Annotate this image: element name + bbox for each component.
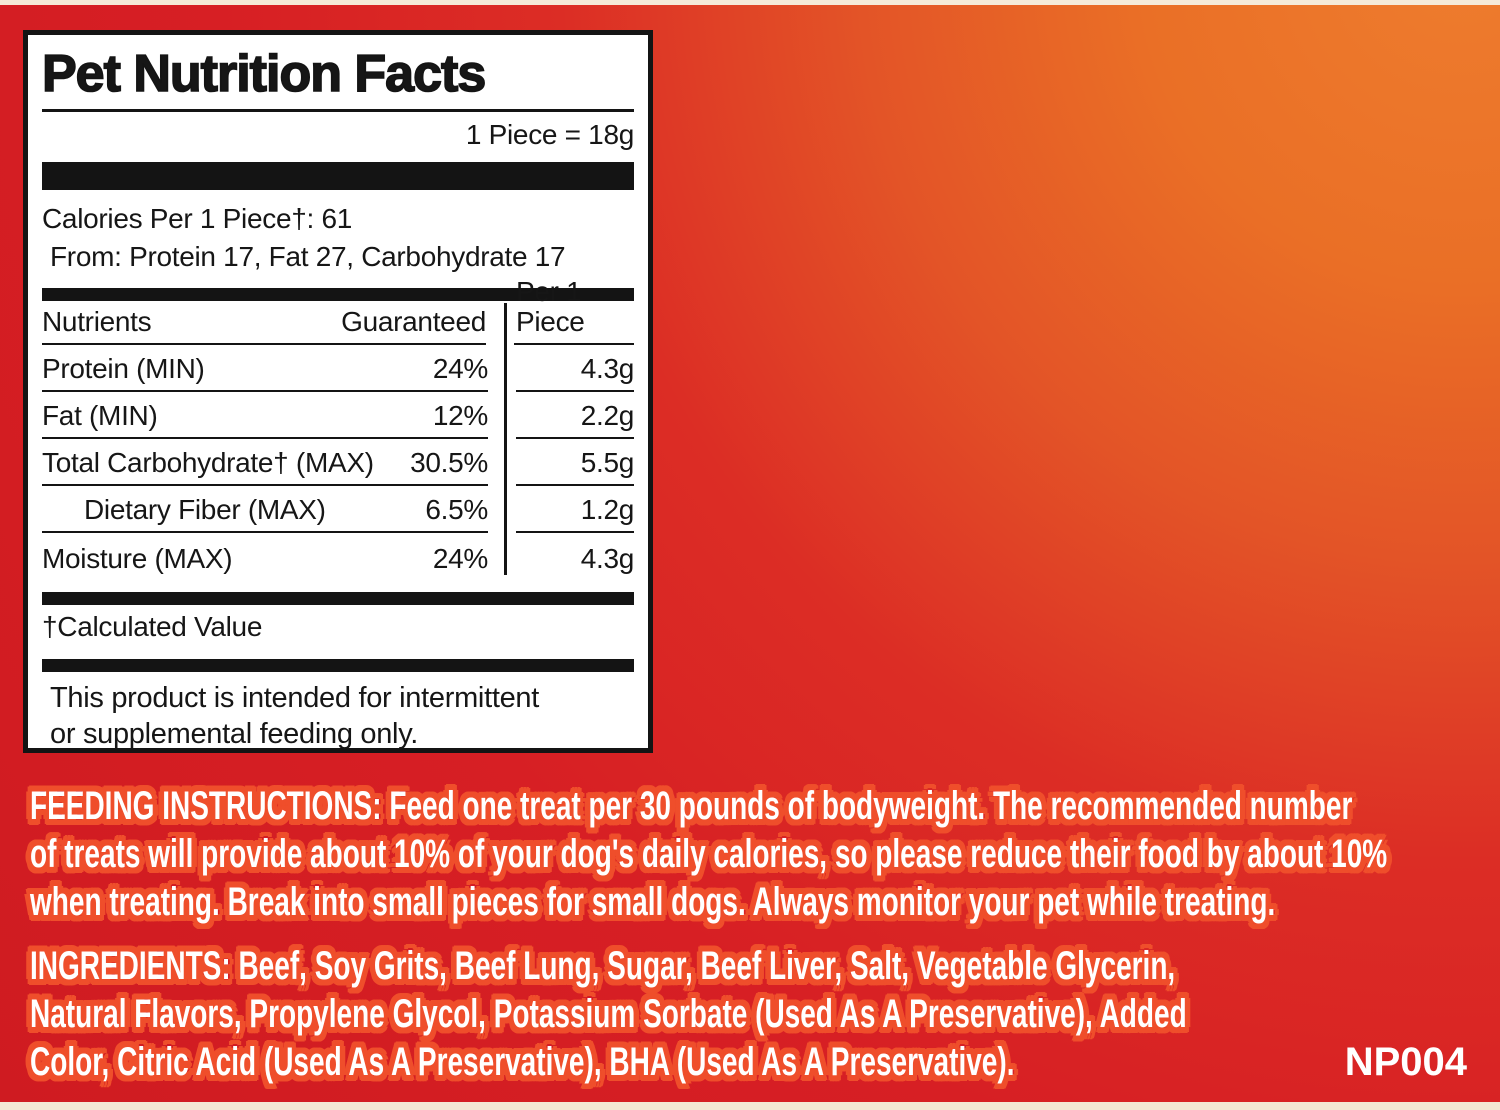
table-row: Fat (MIN) 12% 2.2g — [42, 392, 634, 439]
divider-bar-thick — [42, 162, 634, 190]
table-header-row: Nutrients Guaranteed Per 1 Piece — [42, 277, 634, 345]
feeding-line: of treats will provide about 10% of your… — [30, 832, 1388, 876]
table-row: Moisture (MAX) 24% 4.3g — [42, 533, 634, 580]
nutrient-name: Protein (MIN) — [42, 353, 205, 384]
nutrient-per-piece: 5.5g — [516, 448, 634, 486]
header-guaranteed: Guaranteed — [341, 306, 486, 337]
ingredients-line: INGREDIENTS: Beef, Soy Grits, Beef Lung,… — [30, 944, 1176, 988]
divider-bar — [42, 288, 634, 301]
nutrient-name: Dietary Fiber (MAX) — [84, 494, 326, 525]
nutrient-guaranteed: 24% — [432, 353, 488, 384]
nutrient-per-piece: 2.2g — [516, 401, 634, 439]
ingredients-line: Natural Flavors, Propylene Glycol, Potas… — [30, 992, 1187, 1036]
nutrient-guaranteed: 30.5% — [410, 447, 488, 478]
disclaimer-line: or supplemental feeding only. — [50, 718, 419, 750]
calories-from-line: From: Protein 17, Fat 27, Carbohydrate 1… — [50, 241, 566, 272]
nutrient-guaranteed: 6.5% — [425, 494, 488, 525]
header-nutrients: Nutrients — [42, 306, 152, 337]
nutrient-name: Moisture (MAX) — [42, 543, 233, 574]
nutrient-per-piece: 4.3g — [516, 354, 634, 392]
feeding-instructions: FEEDING INSTRUCTIONS: Feed one treat per… — [30, 782, 1472, 926]
ingredients-list: INGREDIENTS: Beef, Soy Grits, Beef Lung,… — [30, 942, 1472, 1086]
feeding-line: FEEDING INSTRUCTIONS: Feed one treat per… — [30, 784, 1353, 828]
serving-size: 1 Piece = 18g — [465, 119, 634, 150]
calculated-value-footnote: †Calculated Value — [42, 611, 263, 642]
table-row: Dietary Fiber (MAX) 6.5% 1.2g — [42, 486, 634, 533]
feeding-line: when treating. Break into small pieces f… — [30, 880, 1276, 924]
title-rule — [42, 109, 634, 112]
package-edge-top — [0, 0, 1500, 5]
package-edge-bottom — [0, 1102, 1500, 1110]
nutrient-per-piece: 1.2g — [516, 495, 634, 533]
nutrient-name: Fat (MIN) — [42, 400, 158, 431]
nutrient-guaranteed: 12% — [432, 400, 488, 431]
disclaimer-line: This product is intended for intermitten… — [50, 682, 539, 714]
table-column-divider — [504, 303, 507, 575]
pet-nutrition-facts-panel: Pet Nutrition Facts 1 Piece = 18g Calori… — [23, 30, 653, 753]
guaranteed-analysis-table: Nutrients Guaranteed Per 1 Piece Protein… — [42, 277, 634, 580]
panel-title: Pet Nutrition Facts — [41, 44, 487, 104]
divider-bar — [42, 592, 634, 605]
nutrient-per-piece: 4.3g — [580, 543, 635, 574]
divider-bar — [42, 659, 634, 672]
calories-line: Calories Per 1 Piece†: 61 — [42, 203, 353, 234]
table-row: Protein (MIN) 24% 4.3g — [42, 345, 634, 392]
header-per-piece: Per 1 Piece — [514, 277, 634, 345]
nutrient-name: Total Carbohydrate† (MAX) — [42, 447, 374, 478]
product-code: NP004 — [1344, 1040, 1467, 1084]
table-row: Total Carbohydrate† (MAX) 30.5% 5.5g — [42, 439, 634, 486]
intermittent-feeding-disclaimer: This product is intended for intermitten… — [42, 680, 634, 752]
nutrient-guaranteed: 24% — [432, 543, 488, 574]
ingredients-line: Color, Citric Acid (Used As A Preservati… — [30, 1040, 1015, 1084]
